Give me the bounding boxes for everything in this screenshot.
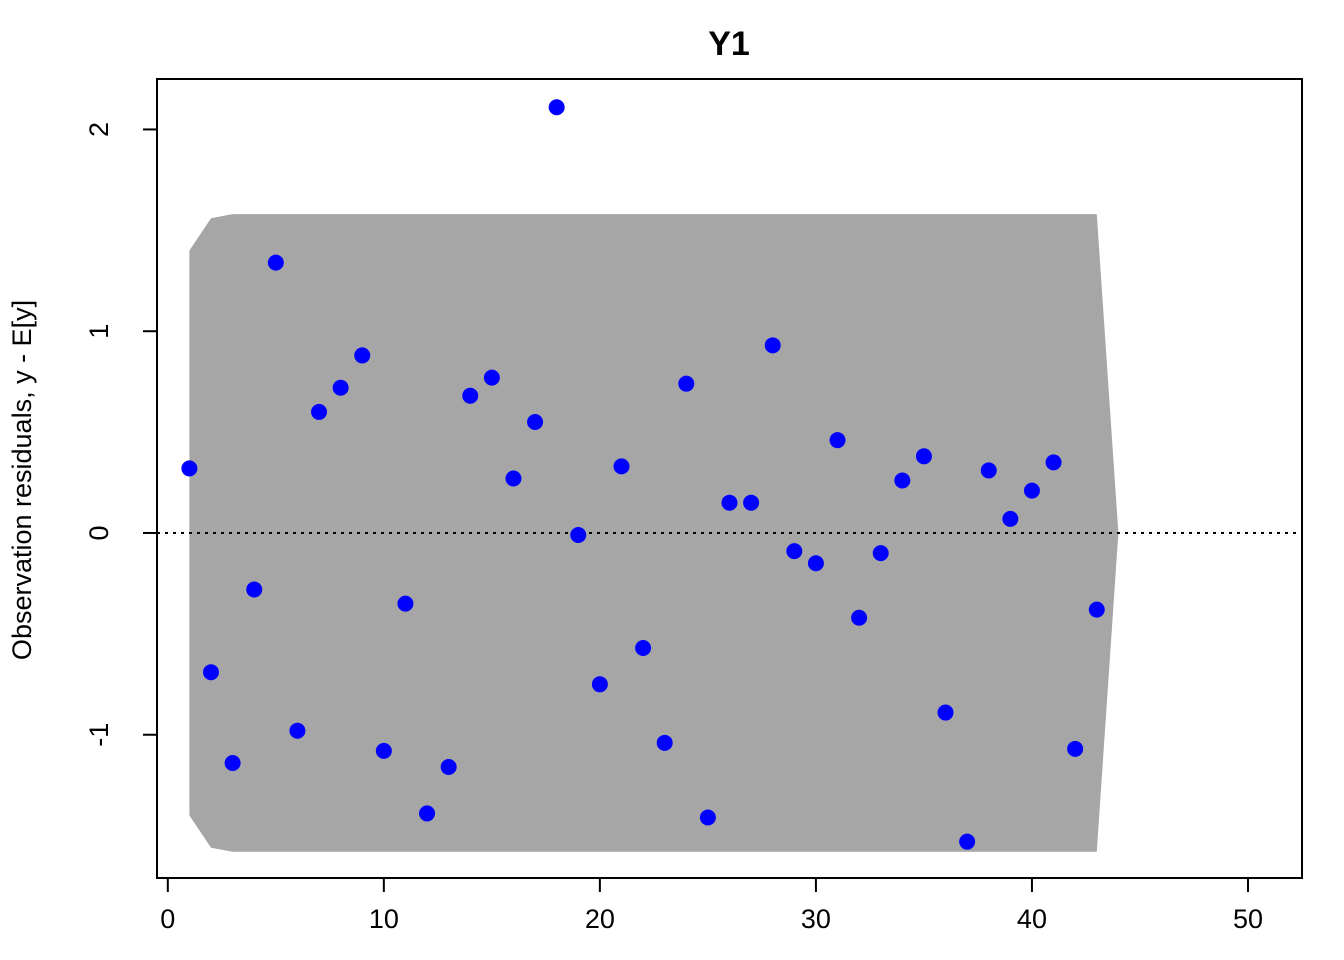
data-point-2: [203, 664, 220, 681]
data-point-40: [1023, 482, 1040, 499]
data-point-20: [591, 676, 608, 693]
data-point-43: [1088, 601, 1105, 618]
x-tick-label: 20: [585, 904, 615, 934]
data-point-8: [332, 379, 349, 396]
data-point-31: [829, 432, 846, 449]
data-point-4: [246, 581, 263, 598]
data-point-26: [721, 494, 738, 511]
data-point-42: [1067, 740, 1084, 757]
data-point-6: [289, 722, 306, 739]
data-point-25: [699, 809, 716, 826]
y-tick-label: 0: [84, 525, 114, 540]
data-point-33: [872, 545, 889, 562]
data-point-29: [786, 543, 803, 560]
data-point-16: [505, 470, 522, 487]
x-axis: 0 10 20 30 40 50: [160, 877, 1263, 934]
data-point-5: [267, 254, 284, 271]
data-point-23: [656, 734, 673, 751]
data-point-11: [397, 595, 414, 612]
data-point-34: [894, 472, 911, 489]
x-tick-label: 10: [369, 904, 399, 934]
data-point-35: [915, 448, 932, 465]
x-tick-label: 0: [160, 904, 175, 934]
data-point-36: [937, 704, 954, 721]
data-point-32: [851, 609, 868, 626]
data-point-7: [311, 403, 328, 420]
chart-title: Y1: [708, 25, 750, 63]
x-tick-label: 30: [801, 904, 831, 934]
y-axis-label: Observation residuals, y - E[y]: [7, 300, 37, 660]
data-point-27: [743, 494, 760, 511]
data-point-21: [613, 458, 630, 475]
data-point-14: [462, 387, 479, 404]
data-point-28: [764, 337, 781, 354]
residual-points: [181, 99, 1105, 850]
data-point-3: [224, 754, 241, 771]
data-point-37: [959, 833, 976, 850]
data-point-22: [635, 639, 652, 656]
x-tick-label: 40: [1017, 904, 1047, 934]
data-point-41: [1045, 454, 1062, 471]
y-tick-label: -1: [84, 723, 114, 747]
data-point-13: [440, 759, 457, 776]
data-point-38: [980, 462, 997, 479]
y-axis: -1 0 1 2: [84, 122, 158, 747]
data-point-10: [375, 742, 392, 759]
data-point-12: [419, 805, 436, 822]
y-tick-label: 2: [84, 122, 114, 137]
y-tick-label: 1: [84, 324, 114, 339]
data-point-1: [181, 460, 198, 477]
data-point-39: [1002, 510, 1019, 527]
data-point-19: [570, 526, 587, 543]
data-point-30: [807, 555, 824, 572]
data-point-17: [527, 414, 544, 431]
x-tick-label: 50: [1233, 904, 1263, 934]
data-point-24: [678, 375, 695, 392]
data-point-9: [354, 347, 371, 364]
data-point-15: [483, 369, 500, 386]
data-point-18: [548, 99, 565, 116]
